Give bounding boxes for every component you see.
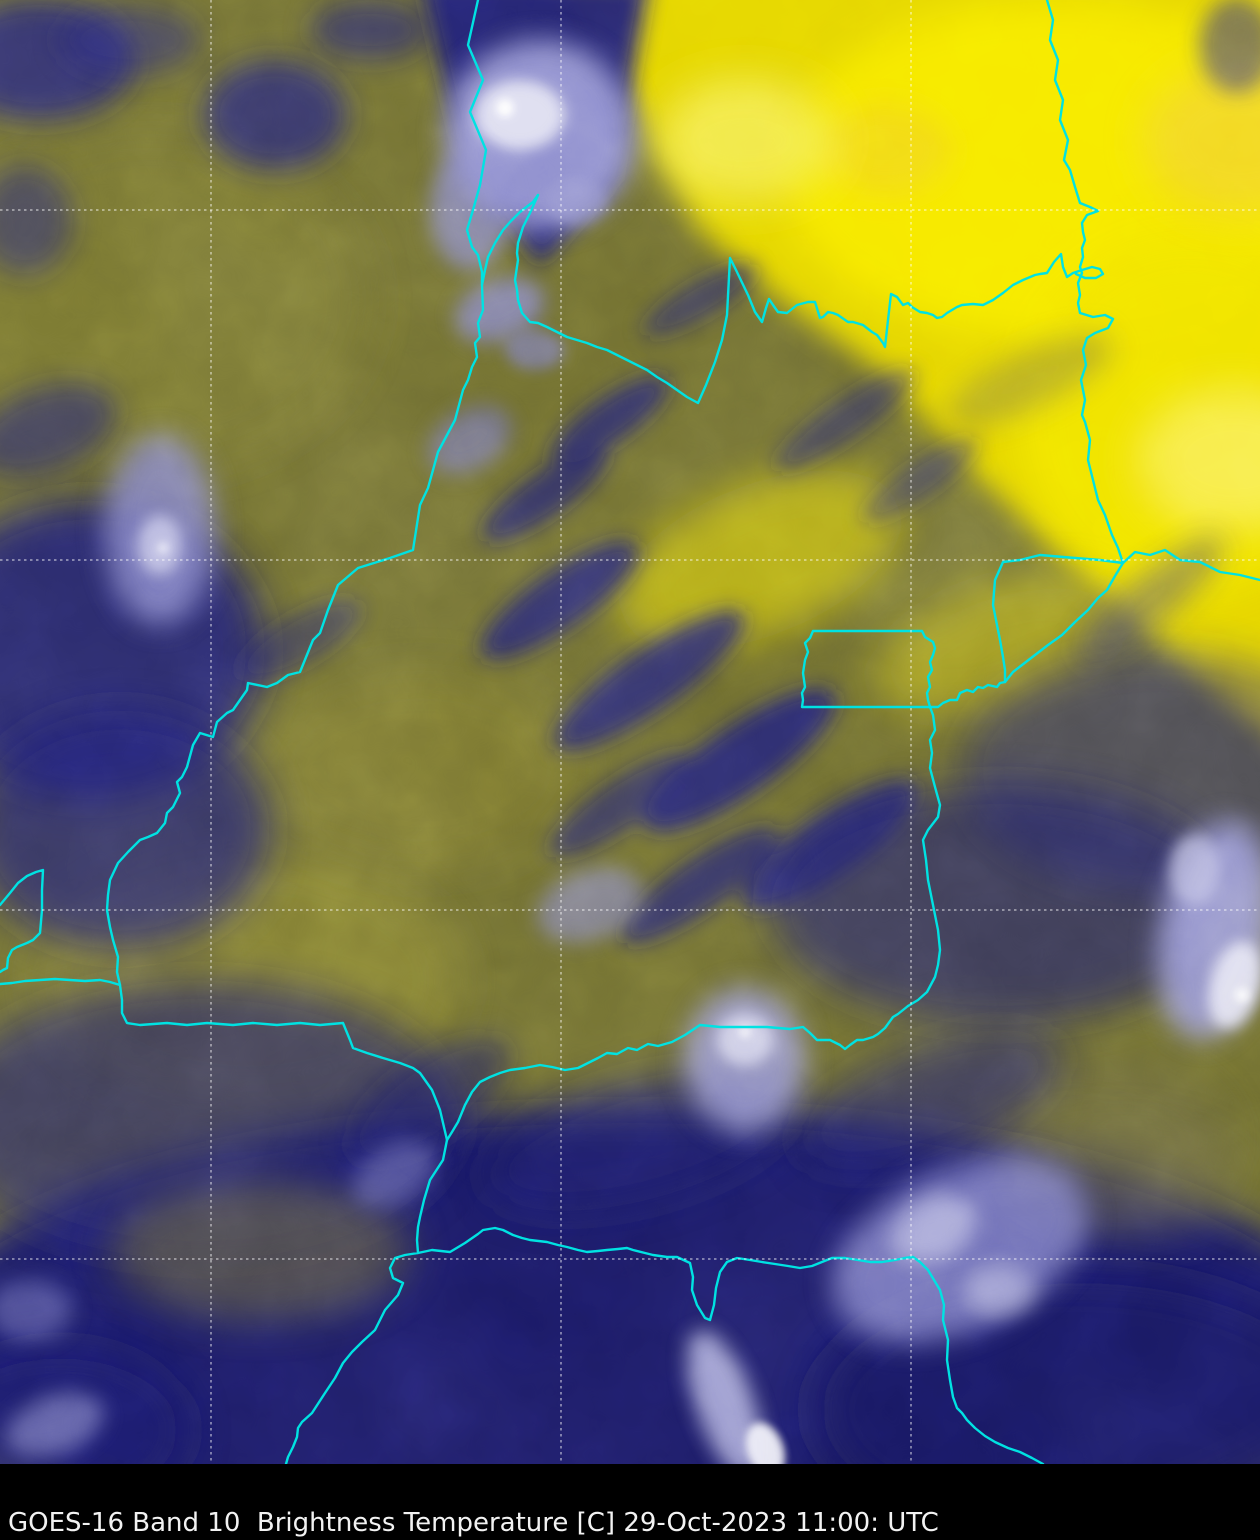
border-northeast-river — [1045, 0, 1125, 565]
border-box-east — [928, 680, 1007, 709]
border-east-exit — [1121, 548, 1260, 582]
border-junction-diagonal — [1003, 561, 1125, 684]
caption-text: GOES-16 Band 10 Brightness Temperature [… — [8, 1508, 939, 1538]
border-zigzag-east — [513, 193, 1105, 405]
graticule — [0, 0, 1260, 1464]
border-south-main — [445, 1004, 910, 1142]
border-box-south — [906, 705, 942, 1008]
study-area-box — [800, 629, 937, 709]
border-hook-west — [480, 193, 540, 287]
geo-border-lines — [0, 0, 1260, 1464]
border-peninsula-lower — [0, 977, 122, 987]
border-west-river — [105, 0, 488, 1464]
caption-bar: GOES-16 Band 10 Brightness Temperature [… — [0, 1464, 1260, 1540]
border-peninsula-upper — [0, 868, 45, 974]
border-junction-west — [991, 553, 1125, 684]
border-bottom-river — [416, 1226, 1045, 1464]
